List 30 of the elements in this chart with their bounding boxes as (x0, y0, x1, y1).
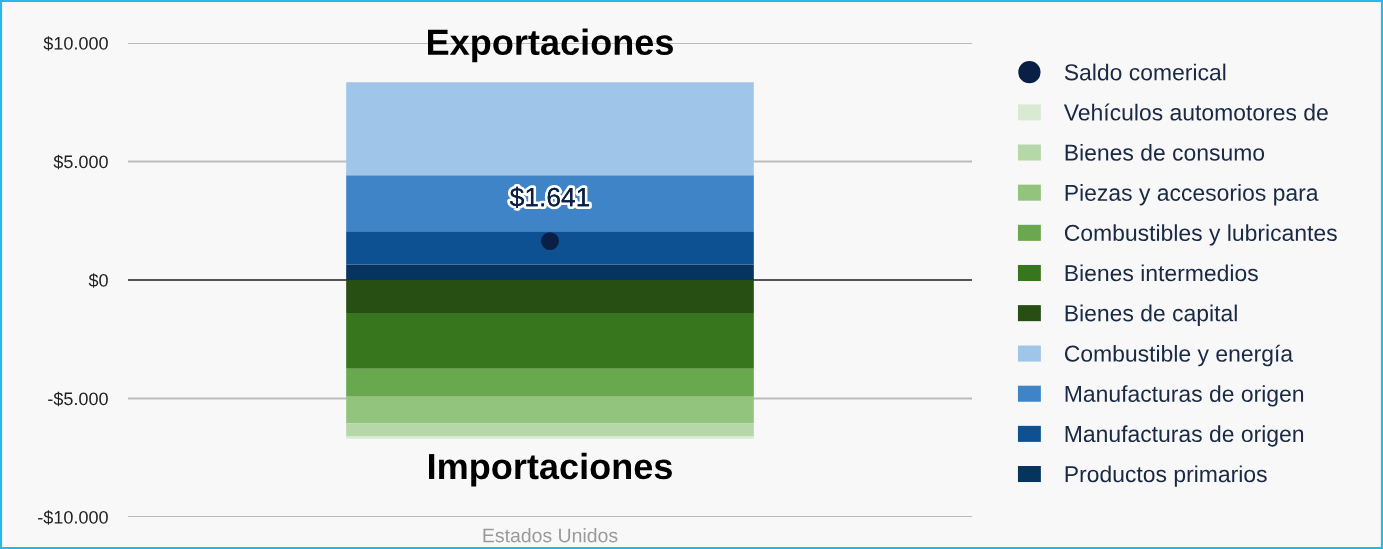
legend-label: Manufacturas de origen (1065, 425, 1304, 447)
legend-label: Combustibles y lubricantes (1064, 224, 1337, 246)
bar (346, 436, 754, 439)
y-tick-label: $10.000 (43, 36, 108, 51)
legend-label: Piezas y accesorios para (1065, 184, 1319, 206)
y-tick-label: -$5.000 (48, 391, 108, 407)
bar (346, 280, 754, 313)
legend-label: Combustible y energía (1064, 344, 1294, 367)
legend-label: Saldo comerical (1064, 63, 1226, 81)
legend-label: Vehículos automotores de (1063, 103, 1328, 121)
bar (346, 82, 754, 176)
legend-label: Bienes intermedios (1065, 264, 1258, 282)
legend-label: Manufacturas de origen (1065, 385, 1304, 407)
annotation: Exportaciones (428, 28, 673, 63)
y-tick-label: $0 (88, 273, 108, 288)
legend-label: Bienes de consumo (1065, 143, 1265, 161)
bar (346, 231, 754, 265)
bar (346, 264, 754, 280)
data-label: $1.641 (509, 186, 590, 209)
legend-label: Productos primarios (1065, 465, 1267, 487)
x-tick-label: Estados Unidos (483, 528, 618, 543)
y-tick-label: -$10.000 (38, 510, 108, 525)
legend-label: Bienes de capital (1065, 304, 1237, 326)
bar (346, 368, 754, 397)
bar (346, 423, 754, 437)
bar (346, 396, 754, 424)
bar (346, 312, 754, 369)
y-tick-label: $5.000 (53, 154, 108, 170)
annotation: Importaciones (429, 452, 672, 487)
bar (346, 175, 754, 232)
